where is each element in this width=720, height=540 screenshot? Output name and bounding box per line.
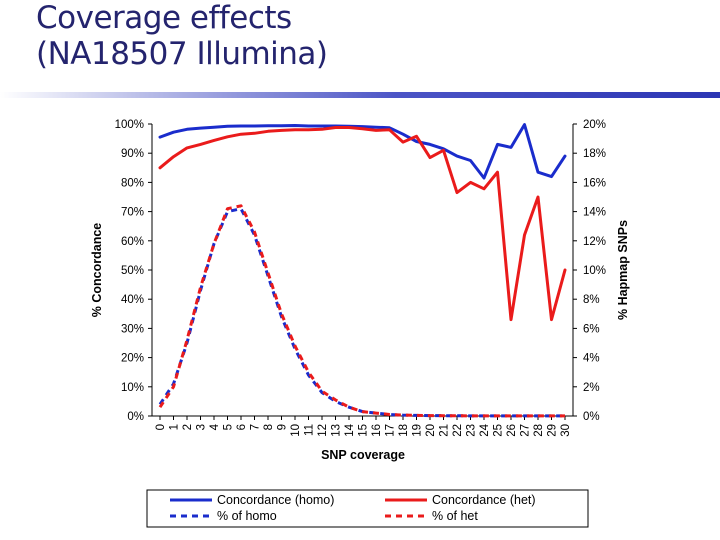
series-line-2 [158, 126, 567, 322]
x-tick-label: 3 [196, 424, 208, 430]
x-tick-label: 2 [182, 424, 194, 430]
x-tick-label: 29 [547, 424, 559, 437]
right-y-tick-label: 12% [583, 236, 606, 248]
legend-label-3: % of homo [217, 509, 277, 523]
left-y-tick-label: 80% [121, 177, 144, 189]
left-y-tick-label: 90% [121, 148, 144, 160]
left-y-tick-label: 100% [115, 119, 144, 131]
slide-title-line-1: Coverage effects [36, 0, 292, 36]
left-y-tick-labels: 0% 10% 20% 30% 40% 50% 60% 70% 80% 90% 100% [115, 119, 144, 423]
legend-box [146, 489, 589, 528]
right-y-tick-label: 14% [583, 207, 606, 219]
x-tick-label: 21 [439, 424, 451, 437]
right-y-tick-label: 16% [583, 177, 606, 189]
x-tick-label: 9 [277, 424, 289, 430]
x-tick-label: 22 [452, 424, 464, 437]
x-tick-label: 26 [506, 424, 518, 437]
x-tick-label: 7 [250, 424, 262, 430]
chart-series [158, 123, 567, 418]
x-tick-label: 6 [236, 424, 248, 430]
right-y-tick-label: 0% [583, 411, 600, 423]
left-y-tick-label: 40% [121, 294, 144, 306]
left-y-axis-title: % Concordance [90, 223, 104, 318]
right-y-tick-label: 18% [583, 148, 606, 160]
right-y-axis-title: % Hapmap SNPs [616, 220, 630, 320]
slide-title: Coverage effects (NA18507 Illumina) [36, 0, 328, 72]
right-y-tick-label: 10% [583, 265, 606, 277]
x-tick-label: 20 [425, 424, 437, 437]
x-tick-label: 17 [385, 424, 397, 437]
left-y-tick-label: 10% [121, 382, 144, 394]
right-y-tick-label: 4% [583, 353, 600, 365]
left-y-tick-label: 60% [121, 236, 144, 248]
left-y-tick-label: 50% [121, 265, 144, 277]
x-tick-label: 11 [304, 424, 316, 436]
series-line-4 [158, 204, 565, 418]
left-y-tick-label: 30% [121, 323, 144, 335]
x-tick-label: 4 [209, 423, 221, 430]
left-y-tick-label: 0% [127, 411, 144, 423]
x-tick-label: 10 [290, 424, 302, 437]
x-tick-label: 13 [331, 424, 343, 437]
right-y-tick-labels: 0% 2% 4% 6% 8% 10% 12% 14% 16% 18% 20% [583, 119, 606, 423]
x-tick-label: 16 [371, 424, 383, 437]
x-tick-label: 12 [317, 424, 329, 437]
right-y-tick-label: 20% [583, 119, 606, 131]
x-axis-title: SNP coverage [321, 448, 405, 462]
x-tick-label: 30 [560, 424, 572, 437]
right-y-tick-label: 8% [583, 294, 600, 306]
x-tick-label: 23 [466, 424, 478, 437]
x-tick-label: 0 [155, 424, 167, 430]
x-tick-label: 25 [493, 424, 505, 437]
x-tick-label: 18 [398, 424, 410, 437]
legend-label-1: Concordance (homo) [217, 493, 334, 507]
slide-title-line-2: (NA18507 Illumina) [36, 36, 328, 72]
legend-label-2: Concordance (het) [432, 493, 536, 507]
left-y-tick-label: 20% [121, 353, 144, 365]
right-y-tick-label: 6% [583, 323, 600, 335]
x-tick-label: 15 [358, 424, 370, 437]
legend-label-4: % of het [432, 509, 478, 523]
right-y-tick-label: 2% [583, 382, 600, 394]
x-tick-label: 1 [169, 424, 181, 430]
chart-axes [148, 123, 577, 420]
title-rule [0, 92, 720, 98]
x-tick-label: 8 [263, 424, 275, 430]
series-line-1 [158, 123, 567, 180]
left-y-tick-label: 70% [121, 207, 144, 219]
x-tick-label: 14 [344, 423, 356, 436]
x-tick-labels: 0 1 2 3 4 5 6 7 8 9 10 11 12 13 14 15 16 17 18 19 20 21 22 23 24… [155, 423, 572, 436]
chart-legend: Concordance (homo) Concordance (het) % of … [146, 489, 589, 528]
x-tick-label: 24 [479, 423, 491, 436]
x-tick-label: 28 [533, 424, 545, 437]
x-tick-label: 19 [412, 424, 424, 437]
x-tick-label: 27 [520, 424, 532, 437]
x-tick-label: 5 [223, 424, 235, 430]
